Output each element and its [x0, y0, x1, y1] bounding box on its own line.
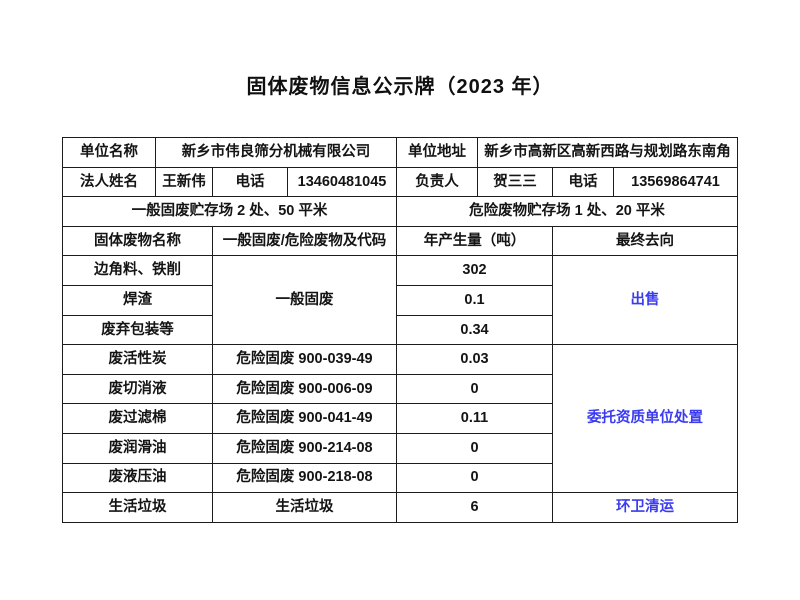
waste-category-cell: 危险固废 900-006-09: [212, 373, 397, 405]
waste-row: 废切消液 危险固废 900-006-09 0: [62, 373, 738, 405]
waste-name-cell: 边角料、铁削: [62, 255, 213, 286]
general-storage-info: 一般固废贮存场 2 处、50 平米: [62, 196, 397, 227]
waste-name-cell: 废活性炭: [62, 344, 213, 375]
waste-amount-cell: 0: [396, 462, 553, 494]
waste-category-cell: 危险固废 900-218-08: [212, 462, 397, 494]
waste-destination-cell: 委托资质单位处置: [551, 344, 739, 494]
waste-row: 废液压油 危险固废 900-218-08 0: [62, 462, 738, 494]
waste-name-cell: 废润滑油: [62, 432, 213, 464]
solid-waste-notice-table: 单位名称 新乡市伟良筛分机械有限公司 单位地址 新乡市高新区高新西路与规划路东南…: [62, 137, 739, 523]
waste-row: 废活性炭 危险固废 900-039-49 0.03 委托资质单位处置: [62, 344, 739, 494]
row-storage: 一般固废贮存场 2 处、50 平米 危险废物贮存场 1 处、20 平米: [62, 196, 739, 227]
waste-name-cell: 废切消液: [62, 373, 213, 405]
waste-name-cell: 废液压油: [62, 462, 213, 494]
waste-category-cell: 危险固废 900-214-08: [212, 432, 397, 464]
unit-name-label: 单位名称: [62, 137, 156, 168]
waste-category-cell: 生活垃圾: [212, 492, 397, 523]
waste-row: 废过滤棉 危险固废 900-041-49 0.11: [62, 403, 738, 434]
unit-address-label: 单位地址: [396, 137, 478, 168]
header-waste-name: 固体废物名称: [62, 225, 213, 257]
waste-row: 边角料、铁削 一般固废 302 出售: [62, 255, 739, 346]
waste-category-cell: 危险固废 900-039-49: [212, 344, 397, 375]
row-waste-headers: 固体废物名称 一般固废/危险废物及代码 年产生量（吨） 最终去向: [62, 225, 739, 257]
waste-name-cell: 焊渣: [62, 284, 213, 316]
waste-row: 生活垃圾 生活垃圾 6 环卫清运: [62, 492, 739, 523]
legal-person-label: 法人姓名: [62, 166, 156, 198]
waste-category-cell: 危险固废 900-041-49: [212, 403, 397, 434]
manager-value: 贺三三: [477, 166, 553, 198]
waste-amount-cell: 0.11: [396, 403, 553, 434]
waste-amount-cell: 0: [396, 373, 553, 405]
waste-category-cell: 一般固废: [212, 255, 397, 346]
waste-amount-cell: 0.03: [396, 344, 553, 375]
unit-name-value: 新乡市伟良筛分机械有限公司: [155, 137, 397, 168]
legal-phone-label: 电话: [212, 166, 288, 198]
waste-row: 废润滑油 危险固废 900-214-08 0: [62, 432, 738, 464]
waste-amount-cell: 0: [396, 432, 553, 464]
waste-name-cell: 废过滤棉: [62, 403, 213, 434]
page-title: 固体废物信息公示牌（2023 年）: [246, 76, 554, 98]
waste-name-cell: 废弃包装等: [62, 314, 213, 346]
waste-amount-cell: 302: [396, 255, 553, 286]
waste-destination-cell: 环卫清运: [551, 492, 739, 523]
waste-row: 焊渣 0.1: [62, 284, 738, 316]
unit-address-value: 新乡市高新区高新西路与规划路东南角: [476, 137, 739, 168]
header-annual-amount: 年产生量（吨）: [396, 225, 553, 257]
waste-row: 废弃包装等 0.34: [62, 314, 738, 346]
header-destination: 最终去向: [551, 225, 739, 257]
waste-name-cell: 生活垃圾: [62, 492, 213, 523]
waste-destination-cell: 出售: [551, 255, 739, 346]
legal-person-value: 王新伟: [155, 166, 213, 198]
manager-phone-label: 电话: [552, 166, 614, 198]
legal-phone-value: 13460481045: [287, 166, 397, 198]
waste-amount-cell: 0.1: [396, 284, 553, 316]
manager-label: 负责人: [396, 166, 478, 198]
row-unit-info: 单位名称 新乡市伟良筛分机械有限公司 单位地址 新乡市高新区高新西路与规划路东南…: [62, 137, 739, 168]
header-waste-category: 一般固废/危险废物及代码: [212, 225, 397, 257]
row-contacts: 法人姓名 王新伟 电话 13460481045 负责人 贺三三 电话 13569…: [62, 166, 739, 198]
waste-amount-cell: 6: [396, 492, 553, 523]
manager-phone-value: 13569864741: [612, 166, 739, 198]
hazardous-storage-info: 危险废物贮存场 1 处、20 平米: [395, 196, 739, 227]
waste-amount-cell: 0.34: [396, 314, 553, 346]
